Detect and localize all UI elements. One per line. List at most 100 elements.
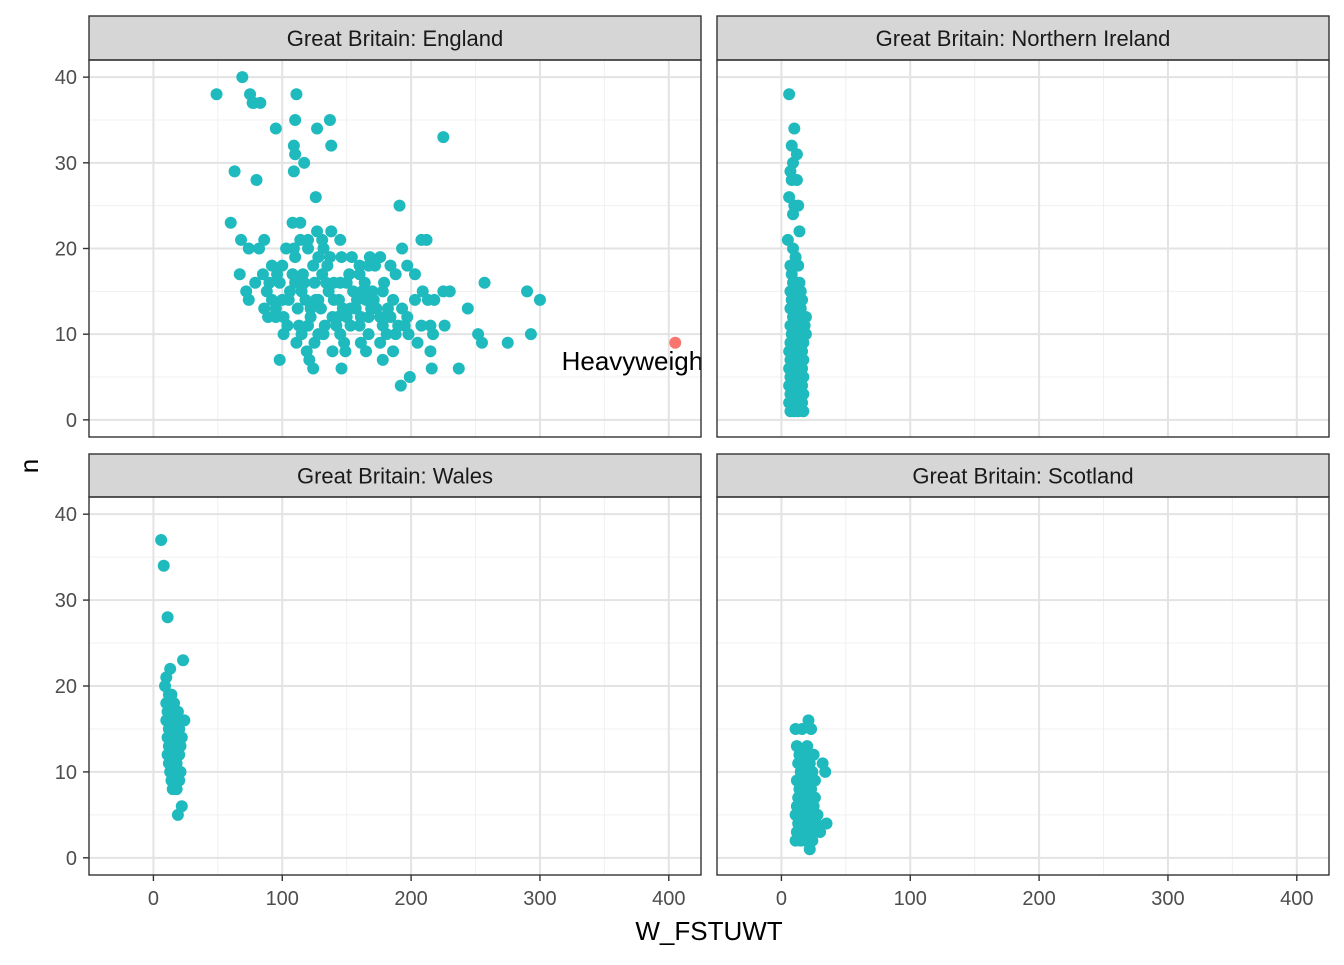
data-point [302,233,315,246]
facet-panel: Great Britain: England Heavyweigh 0 10 20 30 4… [55,15,704,438]
x-tick-label: 400 [1280,888,1313,910]
data-point [335,251,348,264]
data-point [411,336,424,349]
data-point [160,671,173,684]
data-point [788,122,801,135]
data-point [242,242,255,255]
data-point [294,216,307,229]
data-point [302,319,315,332]
data-point [170,783,183,796]
y-tick-label: 40 [55,504,77,526]
data-point [344,319,357,332]
data-point [312,251,325,264]
data-point [298,156,311,169]
data-point [793,225,806,238]
x-tick-label: 400 [652,888,685,910]
data-point [521,285,534,298]
data-point [387,293,400,306]
x-tick-label: 100 [266,888,299,910]
points-group [781,88,812,418]
data-point [790,173,803,186]
facet-panel: Great Britain: Northern Ireland [716,15,1330,438]
x-tick-label: 300 [1151,888,1184,910]
data-point [353,319,366,332]
data-point [273,276,286,289]
data-point [269,122,282,135]
data-point [369,259,382,272]
data-point [819,765,832,778]
data-point [349,302,362,315]
data-point [814,826,827,839]
facet-strip-title: Great Britain: England [287,26,503,51]
data-point [325,225,338,238]
data-point [403,371,416,384]
data-point [289,148,302,161]
y-tick-label: 20 [55,676,77,698]
data-point [438,319,451,332]
data-point [424,319,437,332]
highlight-label: Heavyweigh [562,346,704,376]
data-point [286,268,299,281]
panel-border [716,59,1330,438]
data-point [289,113,302,126]
points-group [789,714,833,856]
data-point [783,88,796,101]
data-point [155,533,168,546]
data-point [408,293,421,306]
data-point [317,328,330,341]
data-point [376,353,389,366]
data-point [224,216,237,229]
data-point [289,251,302,264]
data-point [387,345,400,358]
facet-strip [716,453,1330,498]
data-point [309,191,322,204]
data-point [277,328,290,341]
x-tick-label: 200 [394,888,427,910]
data-point [242,293,255,306]
data-point [378,276,391,289]
points-group [155,533,191,821]
data-point [461,302,474,315]
x-axis-title: W_FSTUWT [635,916,782,946]
data-point [276,293,289,306]
data-point [177,654,190,667]
y-tick-label: 0 [66,848,77,870]
data-point [415,233,428,246]
data-point [358,276,371,289]
y-tick-label: 30 [55,590,77,612]
data-point [311,122,324,135]
data-point [316,268,329,281]
data-point [308,336,321,349]
facet-strip-title: Great Britain: Scotland [912,464,1133,489]
data-point [269,302,282,315]
data-point [478,276,491,289]
y-axis-title: n [14,459,44,473]
data-point [307,362,320,375]
data-point [533,293,546,306]
data-point [228,165,241,178]
data-point [280,242,293,255]
data-point [339,345,352,358]
data-point [327,293,340,306]
points-group [210,71,546,392]
x-tick-label: 200 [1022,888,1055,910]
data-point [362,311,375,324]
data-point [323,113,336,126]
x-tick-label: 0 [776,888,787,910]
data-point [323,251,336,264]
data-point [345,251,358,264]
data-point [796,722,809,735]
data-point [389,328,402,341]
y-tick-label: 0 [66,410,77,432]
x-tick-label: 0 [148,888,159,910]
data-point [805,722,818,735]
data-point [380,328,393,341]
data-point [343,268,356,281]
y-tick-label: 10 [55,324,77,346]
data-point [374,336,387,349]
data-point [253,242,266,255]
data-point [820,817,833,830]
data-point [302,242,315,255]
